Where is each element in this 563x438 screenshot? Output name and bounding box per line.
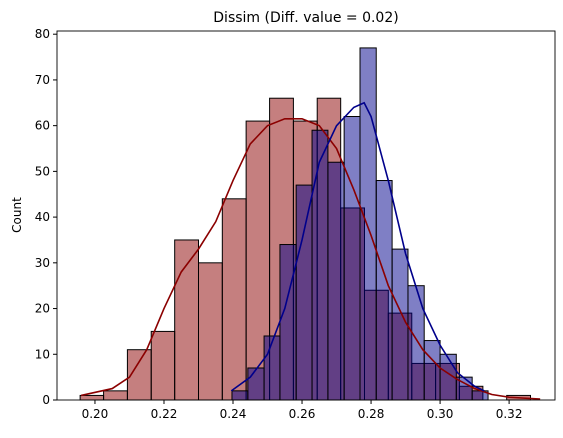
y-tick-label: 50 — [35, 164, 50, 178]
kde-line — [80, 117, 541, 400]
histogram-bar — [79, 394, 105, 401]
x-tick-label: 0.32 — [496, 407, 523, 421]
y-axis-label: Count — [10, 197, 24, 233]
histogram-bar — [263, 335, 281, 401]
y-tick-label: 60 — [35, 119, 50, 133]
y-tick-label: 20 — [35, 302, 50, 316]
x-tick-label: 0.26 — [289, 407, 316, 421]
y-tick-label: 80 — [35, 27, 50, 41]
y-tick-label: 70 — [35, 73, 50, 87]
kde-line — [230, 101, 485, 392]
histogram-bar — [391, 248, 409, 401]
histogram-bar — [150, 330, 176, 401]
histogram-bar — [295, 184, 313, 401]
y-tick-label: 0 — [42, 393, 50, 407]
histogram-bar — [247, 367, 265, 401]
histogram-bar — [231, 390, 249, 401]
histogram-bar — [327, 161, 345, 401]
x-tick-label: 0.28 — [358, 407, 385, 421]
histogram-bar — [343, 116, 361, 401]
histogram-bar — [197, 262, 223, 401]
histogram-bar — [279, 244, 297, 401]
x-tick-label: 0.22 — [151, 407, 178, 421]
chart-title: Dissim (Diff. value = 0.02) — [213, 10, 398, 26]
histogram-bar — [311, 129, 329, 401]
histogram-bar — [423, 340, 441, 401]
y-tick-label: 40 — [35, 210, 50, 224]
histogram-bar — [359, 47, 377, 401]
histogram-bar — [221, 198, 247, 401]
x-tick-label: 0.30 — [427, 407, 454, 421]
x-tick-label: 0.20 — [82, 407, 109, 421]
histogram-bar — [103, 390, 128, 401]
y-tick-label: 10 — [35, 347, 50, 361]
y-tick-label: 30 — [35, 256, 50, 270]
plot-frame — [56, 30, 556, 401]
x-tick-label: 0.24 — [220, 407, 247, 421]
